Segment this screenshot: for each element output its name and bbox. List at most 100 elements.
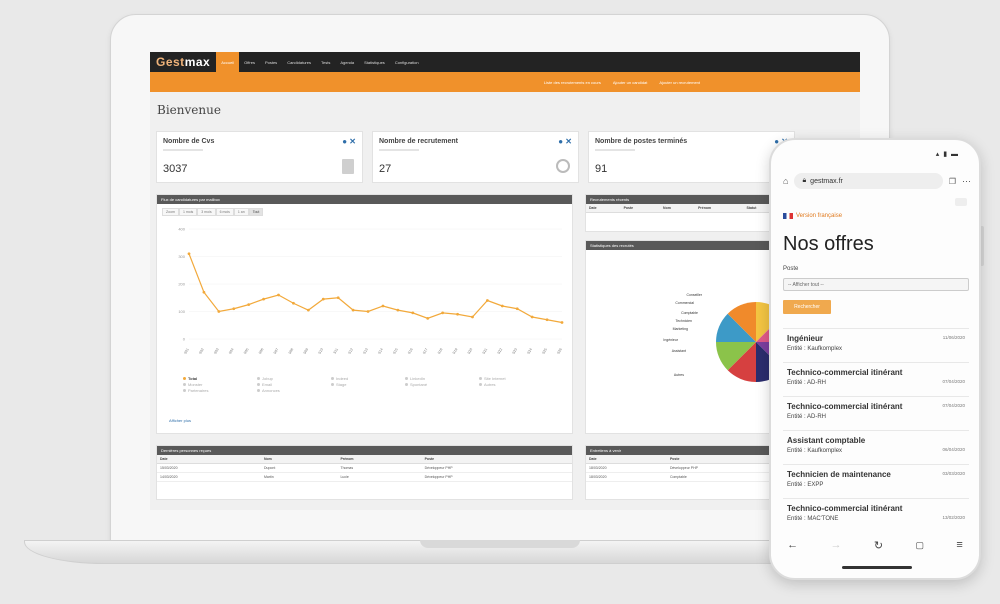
data-point[interactable]: [530, 315, 534, 319]
data-point[interactable]: [411, 311, 415, 315]
nav-item-tests[interactable]: Tests: [320, 59, 331, 65]
home-icon[interactable]: ⌂: [783, 176, 789, 186]
dashboard-screen: Gest max Accueil Offres Postes Candidatur…: [150, 52, 860, 510]
range-tab[interactable]: 1 mois: [178, 208, 198, 216]
data-point[interactable]: [202, 290, 206, 294]
nav-item-statistiques[interactable]: Statistiques: [364, 59, 385, 65]
reload-icon[interactable]: ↻: [873, 539, 884, 552]
table-row[interactable]: 18/03/2020 Comptable: [586, 472, 784, 482]
data-point[interactable]: [471, 315, 474, 319]
scrollbar[interactable]: [955, 198, 967, 206]
column-header[interactable]: Nom: [660, 204, 696, 213]
recruitment-list-link[interactable]: Liste des recrutements en cours: [543, 79, 601, 85]
data-point[interactable]: [486, 299, 489, 302]
column-header[interactable]: Statut: [743, 204, 784, 213]
legend-item[interactable]: Jobup: [257, 375, 331, 381]
offer-title: Technico-commercial itinérant: [787, 504, 903, 513]
nav-item-postes[interactable]: Postes: [264, 59, 278, 65]
data-point[interactable]: [426, 316, 430, 320]
url-field[interactable]: 🔒︎ gestmax.fr: [794, 173, 943, 189]
legend-item[interactable]: Email: [257, 381, 331, 387]
column-header[interactable]: Prénom: [337, 455, 422, 464]
column-header[interactable]: Poste: [421, 455, 572, 464]
data-point[interactable]: [217, 310, 221, 313]
show-more-link[interactable]: Afficher plus: [169, 418, 191, 423]
column-header[interactable]: Prénom: [695, 204, 744, 213]
range-tab[interactable]: 1 an: [233, 208, 249, 216]
data-point[interactable]: [277, 293, 280, 297]
data-point[interactable]: [187, 252, 191, 256]
data-point[interactable]: [560, 321, 564, 324]
data-point[interactable]: [232, 307, 236, 311]
data-point[interactable]: [456, 312, 459, 316]
offer-item[interactable]: 03/03/2020 Technicien de maintenance Entit…: [783, 464, 969, 498]
legend-item[interactable]: Spontané: [405, 381, 479, 387]
menu-icon[interactable]: ≡: [956, 539, 963, 551]
legend-item[interactable]: Stage: [331, 381, 405, 387]
card-subtitle: [379, 149, 419, 151]
position-select[interactable]: -- Afficher tout --: [783, 278, 969, 291]
table-row[interactable]: 14/03/2020 Martin Lucie Développeur PHP: [157, 472, 572, 482]
legend-item[interactable]: LinkedIn: [405, 375, 479, 381]
range-tab[interactable]: Tout: [248, 208, 264, 216]
tabs-icon[interactable]: ❐: [948, 176, 956, 186]
range-tab[interactable]: 3 mois: [197, 208, 216, 216]
legend-item[interactable]: Total: [183, 375, 257, 381]
offer-item[interactable]: 06/04/2020 Assistant comptable Entité : Ka…: [783, 430, 969, 464]
data-point[interactable]: [366, 310, 370, 313]
data-point[interactable]: [262, 297, 265, 301]
nav-item-offres[interactable]: Offres: [244, 59, 255, 65]
offer-item[interactable]: 07/04/2020 Technico-commercial itinérant E…: [783, 396, 969, 430]
search-button[interactable]: Rechercher: [783, 300, 831, 314]
data-point[interactable]: [351, 308, 355, 312]
table-row[interactable]: 18/03/2020 Développeur PHP: [586, 463, 784, 473]
legend-item[interactable]: Autres: [479, 381, 553, 387]
offer-item[interactable]: 07/04/2020 Technico-commercial itinérant E…: [783, 362, 969, 396]
data-point[interactable]: [336, 296, 340, 300]
data-point[interactable]: [321, 297, 325, 301]
card-tools[interactable]: ● ✕: [558, 137, 572, 146]
column-header[interactable]: Date: [586, 204, 621, 213]
pie-slice[interactable]: [727, 302, 756, 342]
language-switch[interactable]: Version française: [783, 213, 842, 219]
column-header[interactable]: Nom: [261, 455, 338, 464]
column-header[interactable]: Poste: [666, 455, 784, 464]
nav-item-candidatures[interactable]: Candidatures: [287, 59, 311, 65]
legend-item[interactable]: Site Internet: [479, 375, 553, 381]
data-point[interactable]: [396, 308, 400, 312]
legend-item[interactable]: Annonces: [257, 387, 331, 393]
pie-slice[interactable]: [727, 342, 756, 382]
column-header[interactable]: Date: [157, 455, 262, 464]
range-tab[interactable]: 6 mois: [215, 208, 234, 216]
back-arrow-icon[interactable]: ←: [787, 539, 799, 551]
data-point[interactable]: [500, 304, 504, 308]
range-tab[interactable]: Zoom: [162, 208, 179, 216]
add-candidate-link[interactable]: Ajouter un candidat: [612, 79, 648, 85]
data-point[interactable]: [515, 307, 519, 311]
legend-item[interactable]: Partenaires: [183, 387, 257, 393]
forward-arrow-icon[interactable]: →: [830, 539, 842, 551]
data-point[interactable]: [545, 318, 549, 322]
tab-switcher-icon[interactable]: ▢: [915, 539, 924, 550]
legend-item[interactable]: Indeed: [331, 375, 405, 381]
data-point[interactable]: [247, 303, 251, 307]
offer-item[interactable]: 11/06/2020 Ingénieur Entité : Kaufkomplex: [783, 328, 969, 362]
legend-item[interactable]: Monster: [183, 381, 257, 387]
column-header[interactable]: Date: [586, 455, 667, 464]
card-tools[interactable]: ● ✕: [342, 137, 356, 146]
pie-slice[interactable]: [716, 313, 756, 342]
nav-item-accueil[interactable]: Accueil: [216, 52, 240, 72]
app-logo[interactable]: Gest max: [156, 55, 211, 69]
column-header[interactable]: Poste: [620, 204, 661, 213]
pie-slice[interactable]: [716, 342, 756, 371]
data-point[interactable]: [292, 301, 295, 305]
add-recruitment-link[interactable]: Ajouter un recrutement: [659, 79, 700, 85]
data-point[interactable]: [441, 311, 445, 315]
nav-item-configuration[interactable]: Configuration: [394, 59, 419, 65]
nav-item-agenda[interactable]: Agenda: [340, 59, 355, 65]
data-point[interactable]: [306, 308, 310, 312]
data-point[interactable]: [381, 304, 385, 308]
table-row[interactable]: 15/03/2020 Dupont Thomas Développeur PHP: [157, 463, 572, 473]
offer-item[interactable]: 13/02/2020 Technico-commercial itinérant E…: [783, 498, 969, 532]
more-icon[interactable]: ⋯: [962, 175, 971, 186]
